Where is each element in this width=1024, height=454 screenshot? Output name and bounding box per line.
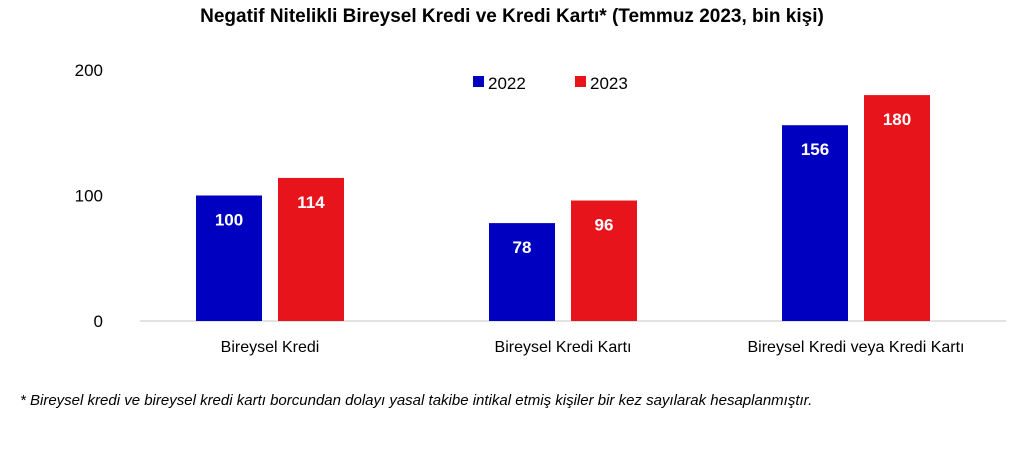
bar-2023-1 (571, 200, 637, 321)
y-axis-ticks: 0 100 200 (75, 61, 103, 331)
data-label: 114 (297, 193, 325, 212)
y-tick-label: 100 (75, 187, 103, 206)
footnote: * Bireysel kredi ve bireysel kredi kartı… (20, 392, 813, 409)
legend-swatch-2023 (575, 76, 586, 87)
y-tick-label: 0 (94, 312, 103, 331)
data-label: 156 (801, 140, 829, 159)
x-axis-labels: Bireysel Kredi Bireysel Kredi Kartı Bireys… (221, 339, 965, 356)
legend: 2022 2023 (473, 74, 628, 93)
legend-label: 2023 (590, 74, 628, 93)
legend-swatch-2022 (473, 76, 484, 87)
chart-title: Negatif Nitelikli Bireysel Kredi ve Kred… (200, 6, 824, 27)
bar-2022-2 (782, 125, 848, 321)
y-tick-label: 200 (75, 61, 103, 80)
x-tick-label: Bireysel Kredi Kartı (495, 339, 632, 356)
bar-2023-2 (864, 95, 930, 321)
x-tick-label: Bireysel Kredi (221, 339, 320, 356)
legend-label: 2022 (488, 74, 526, 93)
data-label: 96 (595, 216, 614, 235)
bar-2023-0 (278, 177, 344, 321)
data-label: 180 (883, 110, 911, 129)
bar-2022-1 (489, 223, 555, 321)
data-label: 78 (513, 238, 532, 257)
bars: 100 114 78 96 156 180 (196, 95, 930, 321)
x-tick-label: Bireysel Kredi veya Kredi Kartı (748, 339, 965, 356)
data-label: 100 (215, 211, 243, 230)
bar-2022-0 (196, 195, 262, 321)
